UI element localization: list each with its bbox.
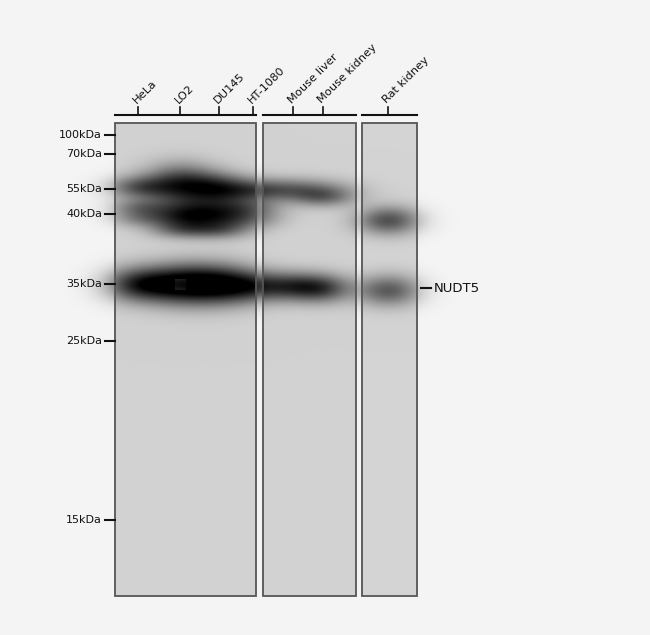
Text: Rat kidney: Rat kidney bbox=[381, 55, 431, 105]
Text: Mouse kidney: Mouse kidney bbox=[316, 43, 379, 105]
Text: 35kDa: 35kDa bbox=[66, 279, 102, 289]
Text: 15kDa: 15kDa bbox=[66, 515, 102, 525]
Text: 25kDa: 25kDa bbox=[66, 336, 102, 346]
Text: 40kDa: 40kDa bbox=[66, 209, 102, 219]
Text: HT-1080: HT-1080 bbox=[246, 64, 287, 105]
Text: DU145: DU145 bbox=[212, 70, 246, 105]
Text: 55kDa: 55kDa bbox=[66, 184, 102, 194]
Text: 70kDa: 70kDa bbox=[66, 149, 102, 159]
Bar bbox=[263, 123, 356, 596]
Text: Mouse liver: Mouse liver bbox=[286, 51, 339, 105]
Text: HeLa: HeLa bbox=[131, 77, 159, 105]
Text: NUDT5: NUDT5 bbox=[434, 281, 480, 295]
Bar bbox=[362, 123, 417, 596]
Text: 100kDa: 100kDa bbox=[59, 130, 102, 140]
Text: LO2: LO2 bbox=[173, 83, 196, 105]
Bar bbox=[115, 123, 256, 596]
